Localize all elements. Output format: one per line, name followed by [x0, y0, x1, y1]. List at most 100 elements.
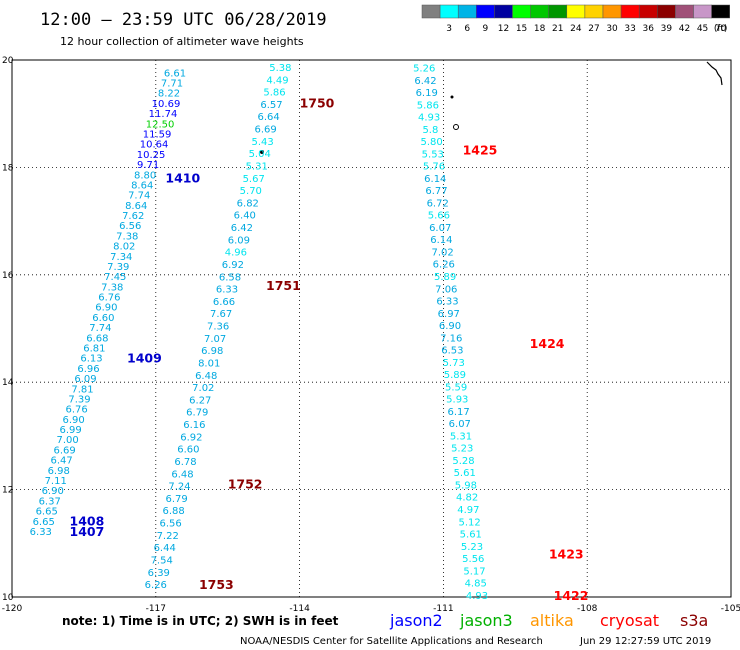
wave-height-value: 5.70 [240, 186, 262, 197]
wave-height-value: 6.09 [228, 235, 250, 246]
wave-height-value: 7.74 [89, 323, 111, 334]
wave-height-value: 6.90 [62, 415, 84, 426]
legend-swatch [566, 4, 586, 19]
y-axis-ticks: 10 12 14 16 18 20 [2, 56, 14, 603]
wave-height-value: 5.67 [243, 174, 265, 185]
pass-time-label: 1409 [127, 350, 162, 365]
y-tick-label: 12 [2, 486, 13, 496]
wave-height-value: 5.98 [455, 481, 477, 492]
wave-height-value: 6.33 [216, 285, 238, 296]
x-tick-label: -108 [577, 604, 598, 614]
pass-time-label: 1410 [165, 171, 200, 186]
wave-height-value: 6.76 [65, 405, 87, 416]
wave-height-value: 5.61 [460, 530, 482, 541]
legend-swatch [421, 4, 441, 19]
coastline [706, 61, 723, 86]
wave-height-value: 5.89 [444, 370, 466, 381]
wave-height-value: 6.14 [430, 235, 452, 246]
wave-height-value: 6.44 [154, 543, 176, 554]
wave-height-value: 6.42 [414, 76, 436, 87]
wave-height-value: 7.38 [101, 282, 123, 293]
wave-height-value: 7.39 [68, 395, 90, 406]
legend-swatch [693, 4, 712, 19]
wave-height-value: 6.19 [416, 88, 438, 99]
mission-label: jason2 [389, 611, 443, 630]
wave-height-value: 5.31 [246, 162, 268, 173]
wave-height-value: 6.88 [162, 506, 184, 517]
wave-height-value: 8.64 [125, 201, 147, 212]
wave-height-value: 6.99 [59, 425, 81, 436]
plot-area: -120 -117 -114 -111 -108 -105 10 12 14 16 18 20 6.… [2, 56, 740, 614]
wave-height-value: 6.13 [80, 354, 102, 365]
wave-height-value: 7.67 [210, 309, 232, 320]
wave-height-value: 11.59 [143, 130, 172, 141]
mission-label: cryosat [600, 611, 659, 630]
wave-height-value: 7.74 [128, 191, 150, 202]
wave-height-value: 7.54 [151, 556, 173, 567]
wave-height-value: 6.16 [183, 420, 205, 431]
wave-height-value: 6.72 [427, 198, 449, 209]
wave-height-value: 6.79 [165, 494, 187, 505]
wave-height-value: 6.65 [36, 507, 58, 518]
wave-height-value: 10.25 [137, 150, 166, 161]
y-tick-label: 10 [2, 593, 14, 603]
wave-height-value: 6.81 [83, 344, 105, 355]
legend-swatch [675, 4, 694, 19]
wave-height-value: 8.64 [131, 181, 153, 192]
pass-time-label: 1425 [463, 143, 498, 158]
wave-height-value: 5.04 [249, 149, 271, 160]
legend-swatch [530, 4, 549, 19]
wave-height-value: 4.49 [266, 75, 288, 86]
legend-label: 3 [446, 24, 452, 34]
wave-height-value: 6.98 [201, 346, 223, 357]
legend-label: 24 [570, 24, 582, 34]
wave-height-value: 6.60 [92, 313, 114, 324]
wave-height-value: 4.97 [457, 505, 479, 516]
wave-height-value: 6.65 [33, 517, 55, 528]
legend-swatch [711, 4, 730, 19]
mission-label: altika [530, 611, 574, 630]
wave-height-value: 4.96 [225, 248, 247, 259]
wave-height-value: 6.33 [30, 527, 52, 538]
wave-height-value: 6.09 [74, 374, 96, 385]
wave-height-value: 6.78 [174, 457, 196, 468]
wave-height-value: 7.16 [440, 333, 462, 344]
wave-height-value: 5.53 [422, 149, 444, 160]
wave-height-value: 6.42 [231, 223, 253, 234]
wave-height-value: 6.39 [148, 568, 170, 579]
wave-height-value: 6.92 [222, 260, 244, 271]
legend-label: 21 [552, 24, 563, 34]
color-legend: 3 6 9 12 15 18 21 24 27 30 33 36 39 42 45 70(ft) [421, 4, 730, 34]
wave-height-value: 6.56 [159, 519, 181, 530]
wave-height-value: 7.62 [122, 211, 144, 222]
wave-height-value: 6.98 [48, 466, 70, 477]
chart-title: 12:00 – 23:59 UTC 06/28/2019 [40, 10, 327, 30]
wave-height-value: 7.11 [45, 476, 67, 487]
wave-height-value: 9.71 [137, 160, 159, 171]
x-tick-label: -105 [721, 604, 740, 614]
wave-height-value: 5.76 [423, 162, 445, 173]
wave-height-value: 6.57 [260, 100, 282, 111]
legend-swatch [439, 4, 459, 19]
legend-swatch [620, 4, 640, 19]
wave-height-value: 5.43 [251, 137, 273, 148]
legend-swatch [548, 4, 568, 19]
pass-time-label: 1422 [554, 588, 589, 603]
mission-label: jason3 [459, 611, 513, 630]
legend-label: 15 [516, 24, 527, 34]
legend-label: 33 [624, 24, 635, 34]
wave-height-value: 6.76 [98, 293, 120, 304]
wave-height-value: 6.26 [433, 260, 455, 271]
pass-time-label: 1753 [199, 577, 234, 592]
wave-height-value: 6.97 [438, 309, 460, 320]
y-tick-label: 18 [2, 163, 14, 173]
wave-height-value: 5.26 [413, 64, 435, 75]
wave-height-value: 4.93 [418, 113, 440, 124]
wave-height-value: 6.53 [441, 346, 463, 357]
wave-height-value: 7.06 [435, 284, 457, 295]
legend-label: 12 [498, 24, 509, 34]
wave-height-value: 6.64 [257, 112, 279, 123]
legend-swatch [638, 4, 658, 19]
wave-height-value: 5.86 [263, 88, 285, 99]
